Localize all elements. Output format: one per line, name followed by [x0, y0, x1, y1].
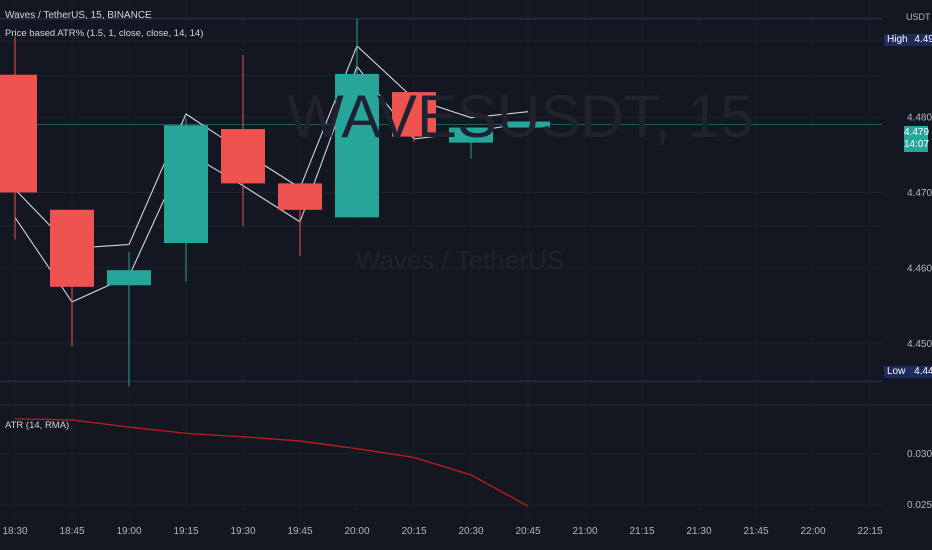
candle-body — [278, 183, 322, 210]
candle-body — [449, 127, 493, 143]
time-axis[interactable]: 18:30 18:45 19:00 19:15 19:30 19:45 20:00 20:15… — [2, 526, 882, 537]
grid-lines — [0, 18, 932, 506]
candle-body — [164, 125, 208, 244]
time-tick-label: 19:00 — [116, 526, 141, 537]
low-tag-label: Low — [887, 366, 906, 377]
candlesticks — [0, 18, 550, 387]
high-tag-label: High — [887, 34, 908, 45]
candle-body — [335, 73, 379, 218]
time-tick-label: 20:45 — [515, 526, 540, 537]
time-tick-label: 20:00 — [344, 526, 369, 537]
time-tick-label: 21:00 — [572, 526, 597, 537]
candle-body — [392, 92, 436, 137]
time-tick-label: 18:30 — [2, 526, 27, 537]
atr-legend[interactable]: ATR (14, RMA) — [5, 420, 70, 431]
time-tick-label: 19:45 — [287, 526, 312, 537]
candle-body — [0, 74, 37, 193]
atr-series-line — [14, 418, 529, 507]
candle-body — [221, 129, 265, 184]
low-tag-value: 4.445 — [914, 366, 932, 377]
candle-body — [50, 209, 94, 287]
atr-pane — [14, 418, 529, 507]
atr-tick-label: 0.025 — [907, 500, 932, 511]
time-tick-label: 21:15 — [629, 526, 654, 537]
price-tick-label: 4.450 — [907, 339, 932, 350]
high-tag: High 4.493 — [884, 34, 932, 46]
atr-bands — [14, 45, 529, 303]
last-price-tag: 4.479 14:07 — [904, 126, 930, 152]
atr-tick-label: 0.030 — [907, 449, 932, 460]
currency-label: USDT — [906, 12, 931, 22]
low-tag: Low 4.445 — [884, 366, 932, 378]
candle-body — [107, 270, 151, 286]
time-tick-label: 22:00 — [800, 526, 825, 537]
candle-body — [506, 121, 550, 128]
time-tick-label: 19:15 — [173, 526, 198, 537]
countdown-timer: 14:07 — [904, 139, 930, 150]
indicator-legend[interactable]: Price based ATR% (1.5, 1, close, close, … — [5, 28, 204, 39]
price-tick-label: 4.460 — [907, 263, 932, 274]
high-tag-value: 4.493 — [914, 34, 932, 45]
time-tick-label: 18:45 — [59, 526, 84, 537]
band-upper-line — [14, 45, 529, 249]
price-tick-label: 4.480 — [907, 112, 932, 123]
band-lower-line — [14, 65, 529, 303]
time-tick-label: 20:30 — [458, 526, 483, 537]
time-tick-label: 21:30 — [686, 526, 711, 537]
symbol-title[interactable]: Waves / TetherUS, 15, BINANCE — [5, 10, 152, 21]
time-tick-label: 19:30 — [230, 526, 255, 537]
last-price-value: 4.479 — [904, 127, 930, 138]
time-tick-label: 21:45 — [743, 526, 768, 537]
price-tick-label: 4.470 — [907, 188, 932, 199]
time-tick-label: 22:15 — [857, 526, 882, 537]
time-tick-label: 20:15 — [401, 526, 426, 537]
